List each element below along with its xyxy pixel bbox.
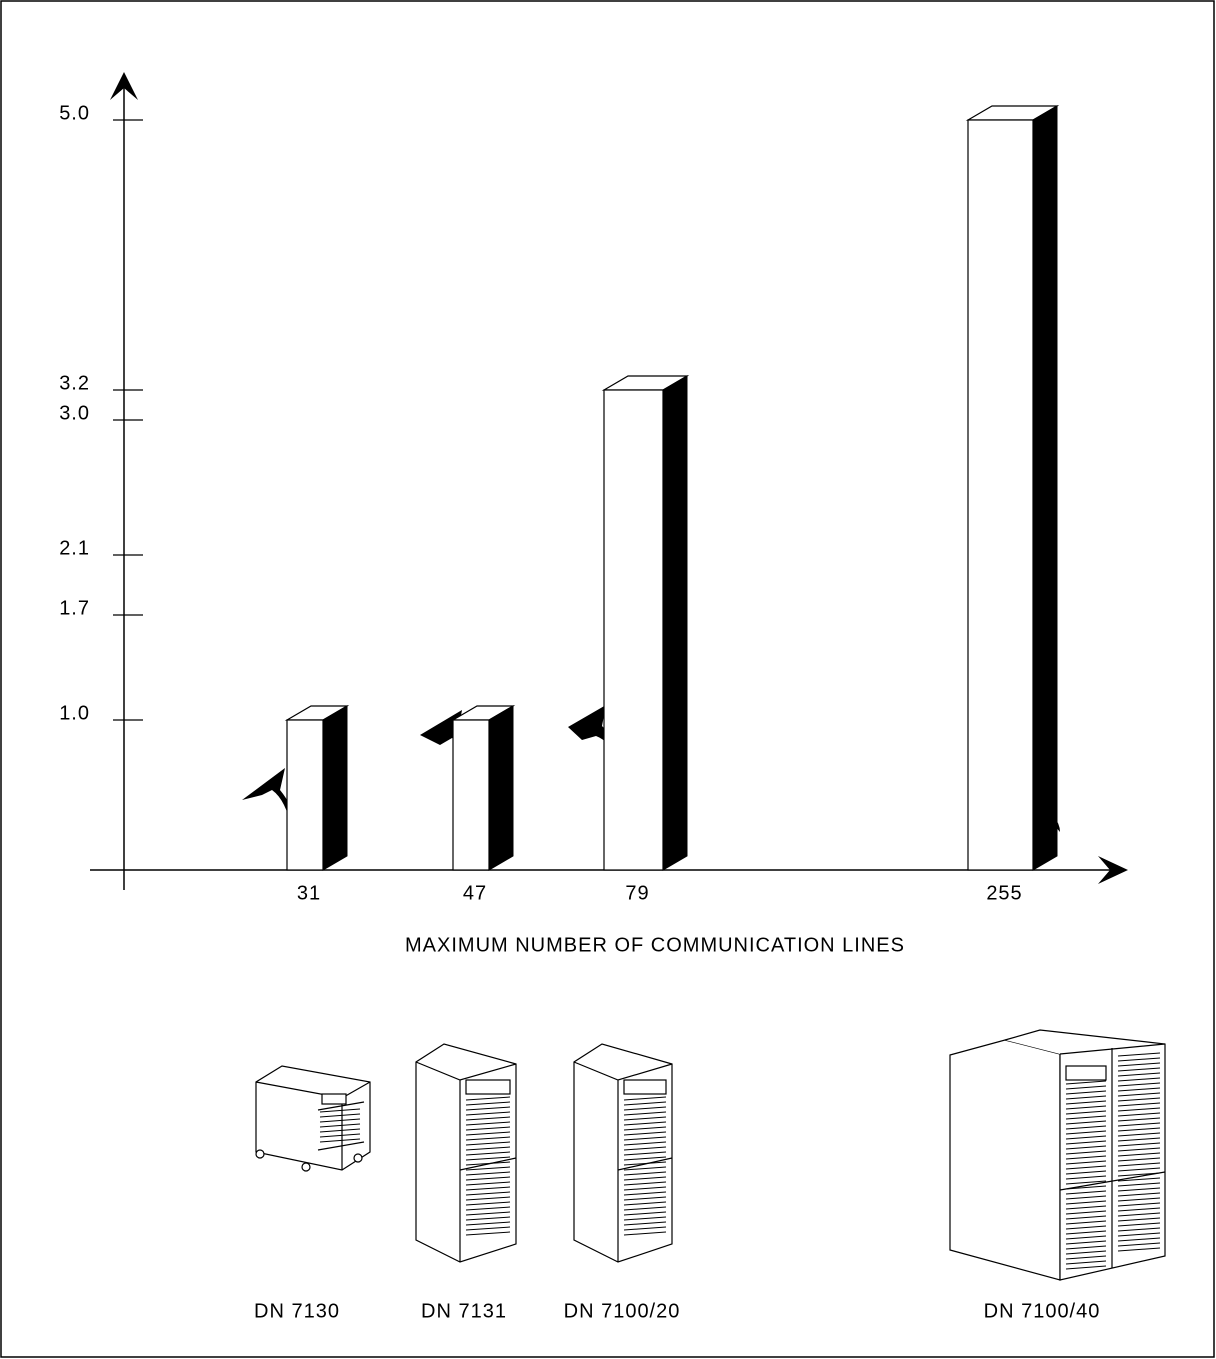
- device-drawing: [256, 1066, 370, 1171]
- bar: [604, 376, 687, 870]
- bar: [287, 706, 347, 870]
- bar: [968, 106, 1057, 870]
- bar-side: [663, 376, 687, 870]
- bar: [453, 706, 513, 870]
- y-tick-label: 1.7: [59, 597, 90, 619]
- device-label: DN 7131: [421, 1300, 507, 1322]
- y-tick-label: 2.1: [59, 537, 90, 559]
- bar-front: [453, 720, 489, 870]
- y-tick-label: 5.0: [59, 102, 90, 124]
- bar-side: [489, 706, 513, 870]
- bar-front: [287, 720, 323, 870]
- bar-side: [1033, 106, 1057, 870]
- x-tick-label: 255: [986, 882, 1022, 904]
- chart: MAXIMUM NUMBER OF COMMUNICATION LINES: [0, 0, 1216, 1359]
- bar-front: [604, 390, 663, 870]
- y-tick-label: 1.0: [59, 702, 90, 724]
- page: MAXIMUM NUMBER OF COMMUNICATION LINES: [0, 0, 1216, 1359]
- device-label: DN 7130: [254, 1300, 340, 1322]
- bar-side: [323, 706, 347, 870]
- bar-front: [968, 120, 1033, 870]
- pointer-arrow: [242, 768, 294, 830]
- x-tick-label: 31: [297, 882, 321, 904]
- y-tick-label: 3.2: [59, 372, 90, 394]
- x-tick-label: 47: [463, 882, 487, 904]
- device-drawings: [256, 1030, 1165, 1280]
- x-axis-title: MAXIMUM NUMBER OF COMMUNICATION LINES: [405, 934, 905, 956]
- x-tick-label: 79: [625, 882, 649, 904]
- y-tick-label: 3.0: [59, 402, 90, 424]
- device-label: DN 7100/20: [564, 1300, 681, 1322]
- device-label: DN 7100/40: [984, 1300, 1101, 1322]
